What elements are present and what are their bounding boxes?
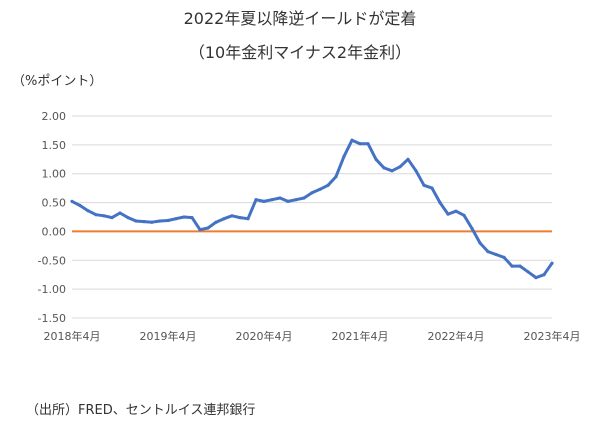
data-point bbox=[382, 166, 386, 170]
data-point bbox=[198, 228, 202, 232]
y-tick-label: 1.00 bbox=[42, 168, 67, 181]
y-tick-label: 2.00 bbox=[42, 110, 67, 123]
spread-series-line bbox=[71, 138, 554, 280]
data-point bbox=[166, 218, 170, 223]
x-tick-label: 2022年4月 bbox=[428, 329, 485, 343]
data-point bbox=[406, 157, 410, 161]
data-point bbox=[542, 273, 546, 277]
data-point bbox=[222, 217, 226, 221]
x-tick-label: 2019年4月 bbox=[140, 329, 197, 343]
source-note: （出所）FRED、セントルイス連邦銀行 bbox=[26, 403, 255, 418]
data-point bbox=[326, 183, 330, 187]
data-point bbox=[414, 169, 418, 173]
data-point bbox=[438, 201, 442, 205]
gridlines bbox=[72, 115, 552, 319]
data-point bbox=[238, 216, 242, 220]
data-point bbox=[454, 209, 458, 213]
data-point bbox=[134, 219, 138, 223]
data-point bbox=[366, 142, 370, 146]
data-point bbox=[422, 183, 426, 187]
data-point bbox=[494, 252, 498, 257]
data-point bbox=[510, 264, 514, 268]
y-tick-label: -1.00 bbox=[38, 283, 66, 296]
data-point bbox=[254, 198, 258, 202]
x-tick-label: 2023年4月 bbox=[524, 329, 581, 343]
data-point bbox=[182, 215, 186, 219]
data-point bbox=[150, 220, 154, 224]
data-point bbox=[550, 261, 554, 265]
plot-area bbox=[70, 138, 554, 280]
data-point bbox=[206, 226, 210, 230]
data-point bbox=[430, 186, 434, 190]
data-point bbox=[350, 138, 354, 142]
data-point bbox=[110, 216, 114, 220]
data-point bbox=[374, 157, 378, 161]
data-point bbox=[294, 198, 298, 202]
y-tick-label: 0.50 bbox=[42, 197, 67, 210]
data-point bbox=[470, 226, 474, 231]
data-point bbox=[86, 209, 90, 213]
data-point bbox=[126, 216, 130, 220]
data-point bbox=[526, 270, 530, 274]
data-point bbox=[518, 264, 522, 268]
data-point bbox=[78, 203, 82, 208]
data-point bbox=[174, 217, 178, 221]
data-point bbox=[214, 220, 218, 224]
data-point bbox=[334, 175, 338, 179]
data-point bbox=[230, 214, 234, 218]
data-point bbox=[102, 214, 106, 218]
data-point bbox=[486, 250, 490, 254]
y-tick-label: 1.50 bbox=[42, 139, 67, 152]
data-point bbox=[342, 154, 346, 158]
data-point bbox=[270, 198, 274, 202]
chart-subtitle: （10年金利マイナス2年金利） bbox=[189, 43, 411, 62]
x-tick-label: 2021年4月 bbox=[332, 329, 389, 343]
data-point bbox=[246, 217, 250, 221]
data-point bbox=[318, 187, 322, 191]
x-tick-label: 2018年4月 bbox=[44, 329, 101, 343]
data-point bbox=[142, 220, 146, 224]
y-axis-unit-label: （%ポイント） bbox=[12, 74, 102, 89]
data-point bbox=[262, 199, 266, 203]
data-point bbox=[502, 255, 506, 259]
data-point bbox=[398, 165, 402, 169]
data-point bbox=[390, 169, 394, 173]
data-point bbox=[94, 213, 98, 217]
data-point bbox=[158, 219, 162, 223]
chart-title: 2022年夏以降逆イールドが定着 bbox=[184, 9, 417, 28]
x-axis-ticks: 2018年4月 2019年4月 2020年4月 2021年4月 2022年4月 2023年… bbox=[44, 329, 581, 343]
data-point bbox=[190, 216, 194, 220]
y-tick-label: -1.50 bbox=[38, 312, 66, 325]
data-point bbox=[478, 241, 482, 245]
data-point bbox=[462, 213, 466, 217]
y-axis-ticks: 2.00 1.50 1.00 0.50 0.00 -0.50 -1.00 -1.50 bbox=[38, 110, 66, 325]
y-tick-label: -0.50 bbox=[38, 254, 66, 267]
data-point bbox=[534, 276, 538, 280]
y-tick-label: 0.00 bbox=[42, 225, 67, 238]
x-tick-label: 2020年4月 bbox=[236, 329, 293, 343]
data-point bbox=[70, 199, 74, 203]
data-point bbox=[278, 196, 282, 200]
data-point bbox=[286, 199, 290, 203]
data-point bbox=[446, 212, 450, 216]
data-point bbox=[310, 191, 314, 195]
data-point bbox=[118, 211, 122, 215]
data-point bbox=[302, 196, 306, 200]
data-point bbox=[358, 142, 362, 146]
